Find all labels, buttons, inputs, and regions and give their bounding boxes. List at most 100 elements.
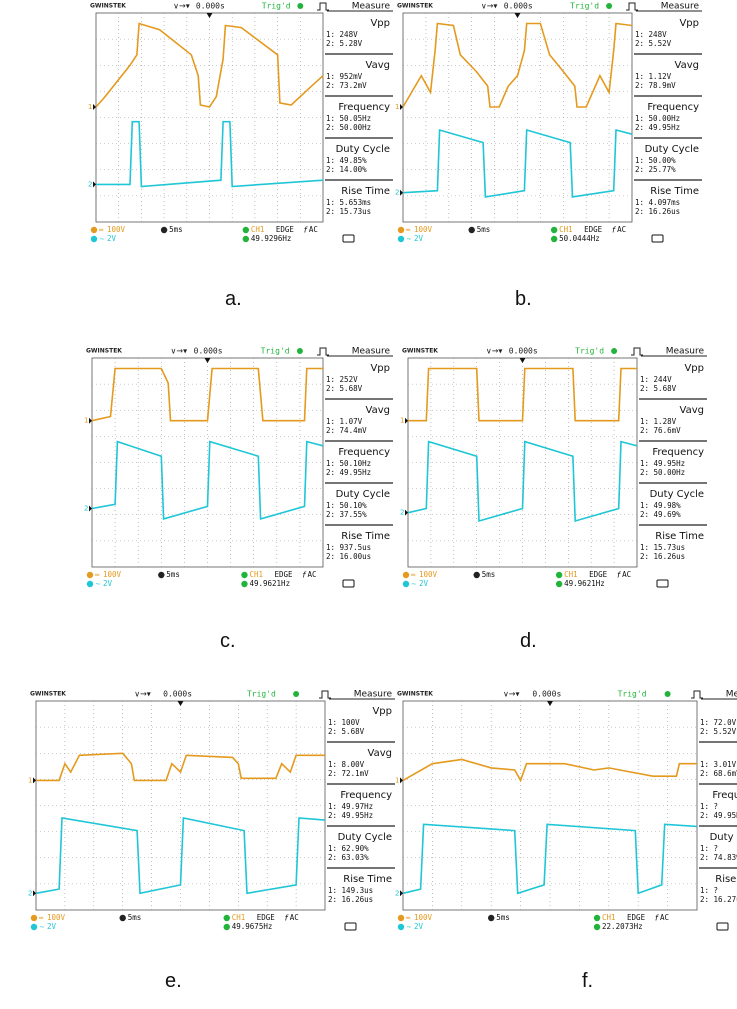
- measure-ch1: 1: ?: [700, 886, 718, 895]
- trigger-time: 0.000s: [509, 347, 538, 356]
- panel-caption: b.: [515, 288, 532, 311]
- measure-title: Measure: [352, 347, 391, 357]
- measure-ch2: 2: 74.4mV: [326, 426, 367, 435]
- measure-ch2: 2: 49.95Hz: [328, 811, 373, 820]
- trigger-type: EDGE: [276, 225, 295, 234]
- edge-icon: [317, 348, 329, 355]
- measure-ch2: 2: 73.2mV: [326, 81, 367, 90]
- trig-status: Trig'd: [575, 347, 604, 356]
- measure-ch2: 2: 5.52V: [700, 727, 737, 736]
- measure-ch2: 2: 49.95Hz: [635, 123, 680, 132]
- timebase-icon: [120, 915, 126, 921]
- ch2-coupling: ∼: [99, 235, 105, 243]
- ch1-marker: 1: [84, 417, 88, 425]
- timebase: 5ms: [128, 913, 142, 922]
- trigger-frequency: 49.9621Hz: [564, 579, 605, 588]
- measure-ch1: 1: 252V: [326, 375, 358, 384]
- ch1-icon: [398, 915, 404, 921]
- trig-dot: [297, 348, 303, 354]
- measure-ch1: 1: ?: [700, 802, 718, 811]
- trigger-type: EDGE: [627, 913, 646, 922]
- timebase-icon: [158, 572, 164, 578]
- slope-icon: f: [304, 226, 308, 235]
- timebase-icon: [161, 227, 167, 233]
- measure-label: Duty Cycle: [336, 144, 390, 155]
- measure-ch2: 2: 63.03%: [328, 853, 369, 862]
- trigger-arrows: ∨→▾: [486, 347, 503, 356]
- measure-ch1: 1: 100V: [328, 718, 360, 727]
- measure-ch1: 1: 8.00V: [328, 760, 365, 769]
- measure-title: Measure: [666, 347, 705, 357]
- measure-ch2: 2: 78.9mV: [635, 81, 676, 90]
- trigger-coupling: AC: [307, 570, 316, 579]
- measure-ch1: 1: 937.5us: [326, 543, 371, 552]
- edge-icon: [319, 691, 331, 698]
- trig-dot: [297, 3, 303, 9]
- ch2-marker: 2: [28, 889, 32, 897]
- ch2-coupling: ∼: [39, 923, 45, 931]
- trigger-type: EDGE: [589, 570, 608, 579]
- ch2-icon: [403, 581, 409, 587]
- ch1-marker: 1: [395, 103, 399, 111]
- measure-ch1: 1: 50.10%: [326, 501, 367, 510]
- usb-icon: [717, 923, 728, 930]
- trigger-icon: [243, 227, 249, 233]
- measure-ch1: 1: 50.00Hz: [635, 114, 680, 123]
- measure-label: Frequency: [647, 102, 699, 113]
- ch1-marker: 1: [28, 776, 32, 784]
- trig-status: Trig'd: [618, 690, 647, 699]
- measure-label: Vpp: [679, 18, 699, 29]
- measure-label: Vpp: [684, 363, 704, 374]
- measure-ch2: 2: 5.28V: [326, 39, 363, 48]
- slope-icon: f: [302, 571, 306, 580]
- trig-status: Trig'd: [261, 347, 290, 356]
- measure-ch2: 2: 16.27us: [700, 895, 737, 904]
- measure-label: Rise Time: [650, 186, 699, 197]
- measure-ch2: 2: 15.73us: [326, 207, 371, 216]
- measure-ch1: 1: 50.10Hz: [326, 459, 371, 468]
- measure-label: Duty Cycle: [710, 832, 737, 843]
- oscilloscope-screen: GWINSTEK∨→▾0.000sTrig'dMeasure12Vpp1: 24…: [400, 345, 707, 590]
- measure-label: Vavg: [368, 748, 392, 759]
- measure-title: Measure: [354, 690, 393, 700]
- measure-ch1: 1: 3.01V: [700, 760, 737, 769]
- ch1-arrow: [93, 104, 96, 110]
- ch2-marker: 2: [395, 889, 399, 897]
- measure-label: Rise Time: [341, 531, 390, 542]
- ch2-arrow: [93, 181, 96, 187]
- measure-label: Duty Cycle: [338, 832, 392, 843]
- trigger-arrows: ∨→▾: [481, 2, 498, 11]
- ch1-icon: [398, 227, 404, 233]
- trigger-coupling: AC: [309, 225, 318, 234]
- trigger-coupling: AC: [617, 225, 626, 234]
- edge-icon: [317, 3, 329, 10]
- frequency-icon: [556, 581, 562, 587]
- trigger-icon: [551, 227, 557, 233]
- brand: GWINSTEK: [397, 3, 433, 10]
- trigger-arrows: ∨→▾: [171, 347, 188, 356]
- timebase-icon: [488, 915, 494, 921]
- measure-ch1: 1: 149.3us: [328, 886, 373, 895]
- trigger-frequency: 49.9296Hz: [251, 234, 292, 243]
- measure-ch2: 2: 49.95Hz: [326, 468, 371, 477]
- ch1-coupling: ═: [410, 571, 416, 579]
- measure-ch2: 2: 5.68V: [640, 384, 677, 393]
- ch2-scale: 2V: [47, 922, 57, 931]
- measure-label: Duty Cycle: [650, 489, 704, 500]
- trig-dot: [665, 691, 671, 697]
- ch2-arrow: [400, 190, 403, 196]
- measure-label: Rise Time: [655, 531, 704, 542]
- measure-label: Vpp: [370, 18, 390, 29]
- panel-caption: d.: [520, 630, 537, 653]
- measure-ch2: 2: 50.00Hz: [640, 468, 685, 477]
- figure: GWINSTEK∨→▾0.000sTrig'dMeasure12Vpp1: 24…: [0, 0, 737, 1009]
- ch1-icon: [31, 915, 37, 921]
- brand: GWINSTEK: [402, 348, 438, 355]
- ch1-marker: 1: [88, 103, 92, 111]
- measure-ch1: 1: 5.653ms: [326, 198, 371, 207]
- ch1-icon: [403, 572, 409, 578]
- ch1-scale: 100V: [419, 570, 438, 579]
- ch2-scale: 2V: [414, 922, 424, 931]
